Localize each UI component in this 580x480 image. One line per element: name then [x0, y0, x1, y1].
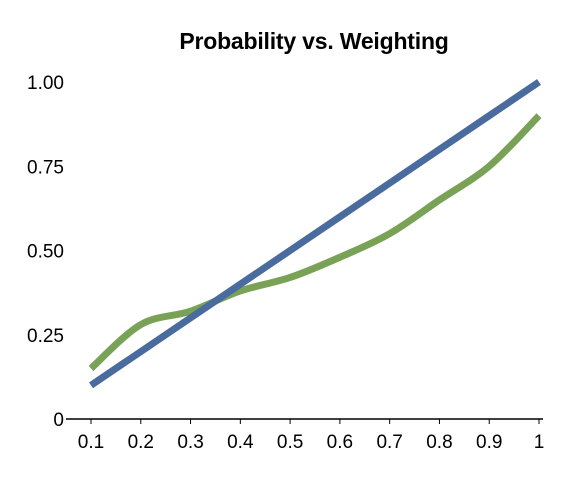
y-tick-label: 0.75 [27, 157, 64, 178]
x-tick-label: 0.7 [376, 432, 402, 453]
x-tick-label: 0.5 [277, 432, 303, 453]
y-tick-label: 1.00 [27, 73, 64, 94]
series-lines [88, 79, 542, 389]
x-tick-label: 0.8 [426, 432, 452, 453]
x-tick-label: 1 [534, 432, 545, 453]
chart-title: Probability vs. Weighting [179, 28, 449, 54]
y-tick-label: 0.50 [27, 242, 64, 263]
x-tick-label: 0.4 [227, 432, 254, 453]
x-axis-tick-labels: 0.1 0.2 0.3 0.4 0.5 0.6 0.7 0.8 0.9 1 [78, 432, 545, 453]
x-tick-label: 0.2 [128, 432, 154, 453]
series-line-green [88, 113, 542, 372]
series-line-blue [89, 79, 541, 389]
x-tick-label: 0.3 [177, 432, 203, 453]
x-tick-label: 0.9 [476, 432, 502, 453]
x-tick-label: 0.6 [327, 432, 353, 453]
x-axis [66, 418, 543, 424]
y-tick-label: 0 [53, 410, 64, 431]
y-axis-tick-labels: 0 0.25 0.50 0.75 1.00 [27, 73, 64, 431]
y-tick-label: 0.25 [27, 326, 64, 347]
x-tick-label: 0.1 [78, 432, 104, 453]
